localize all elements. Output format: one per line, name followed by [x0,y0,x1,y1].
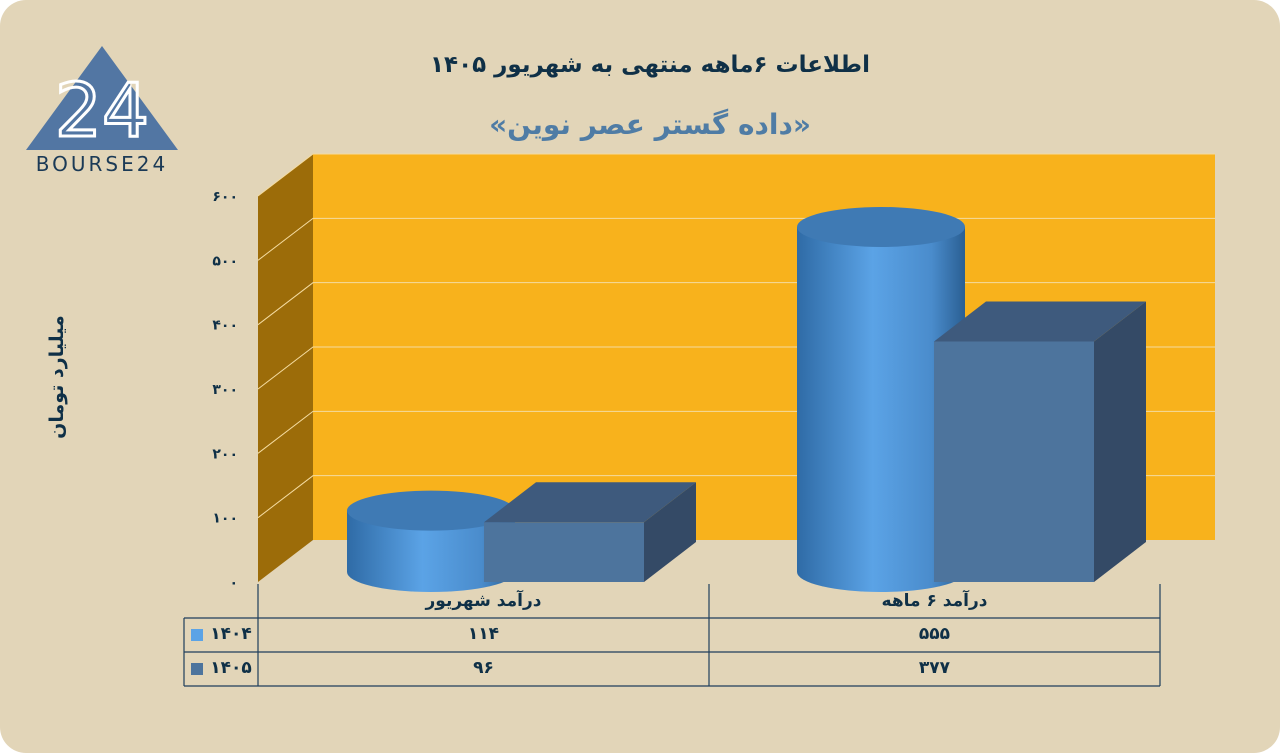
category-label: درآمد ۶ ماهه [881,591,988,611]
y-tick-label: ۰ [229,575,238,591]
legend-entry: ۱۴۰۴ [210,624,252,644]
y-tick-label: ۶۰۰ [212,189,238,205]
category-label: درآمد شهریور [425,591,542,611]
bar-six-month-1405 [934,301,1146,582]
legend-entry: ۱۴۰۵ [210,658,252,678]
gridline [257,153,1215,197]
logo-triangle [26,46,178,150]
logo-mark: 24 [55,68,149,154]
bar-monthly-1405 [484,482,696,582]
y-tick-label: ۱۰۰ [212,511,238,527]
chart-subtitle: «داده گستر عصر نوین» [489,108,811,141]
logo-wordmark: BOURSE24 [35,152,169,176]
box-side [1094,301,1146,582]
cylinder-body [347,510,515,592]
data-label: ۵۵۵ [918,624,951,644]
box-top [484,482,696,523]
box-front [934,341,1094,582]
y-tick-label: ۳۰۰ [212,382,238,398]
data-label: ۳۷۷ [918,658,951,678]
bourse24-logo: 24 [26,46,178,156]
box-front [484,522,644,582]
y-tick-label: ۲۰۰ [212,446,238,462]
y-tick-label: ۴۰۰ [212,318,238,334]
bar-six-month-1404 [797,206,965,592]
data-label: ۹۶ [473,658,494,678]
chart-title: اطلاعات ۶ماهه منتهی به شهریور ۱۴۰۵ [430,52,870,78]
cylinder-body [797,226,965,592]
cylinder-top [797,206,965,247]
box-top [934,301,1146,342]
cylinder-top [347,490,515,531]
data-label: ۱۱۴ [467,624,500,644]
y-tick-label: ۵۰۰ [212,253,238,269]
box-side [644,482,696,582]
bar-monthly-1404 [347,490,515,592]
